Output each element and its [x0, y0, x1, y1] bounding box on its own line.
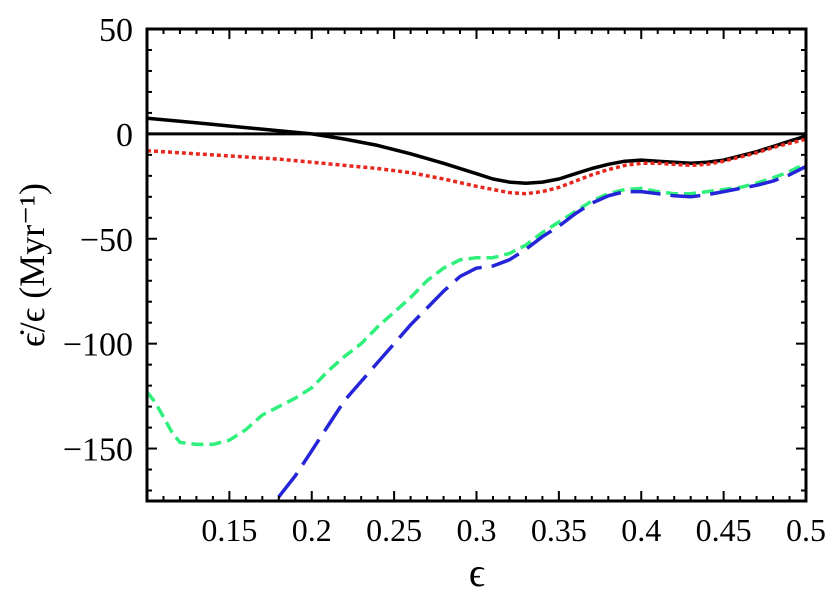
y-axis-title: ϵ̇/ϵ (Myr⁻¹) [12, 183, 52, 347]
y-tick-label: −100 [63, 327, 133, 364]
x-tick-label: 0.5 [786, 512, 826, 548]
series-layer [147, 116, 806, 498]
y-tick-label: −150 [63, 432, 133, 469]
y-tick-label: 0 [116, 117, 133, 154]
y-tick-label: −50 [80, 222, 133, 259]
x-tick-label: 0.15 [201, 512, 257, 548]
series-line-1 [147, 116, 806, 185]
tick-layer [146, 28, 807, 501]
x-tick-label: 0.35 [531, 512, 587, 548]
y-tick-label: 50 [99, 12, 133, 49]
label-layer: 0.15 0.2 0.25 0.3 0.35 0.4 0.45 0.5 50 0 −50 −100 −1… [63, 12, 826, 548]
x-tick-label: 0.3 [457, 512, 497, 548]
series-line-2 [147, 137, 806, 196]
x-tick-label: 0.25 [366, 512, 422, 548]
x-tick-label: 0.2 [292, 512, 332, 548]
x-axis-title: ϵ [469, 550, 485, 595]
x-tick-label: 0.4 [621, 512, 661, 548]
x-tick-label: 0.45 [696, 512, 752, 548]
series-line-4 [277, 164, 806, 498]
series-line-3 [147, 161, 806, 447]
